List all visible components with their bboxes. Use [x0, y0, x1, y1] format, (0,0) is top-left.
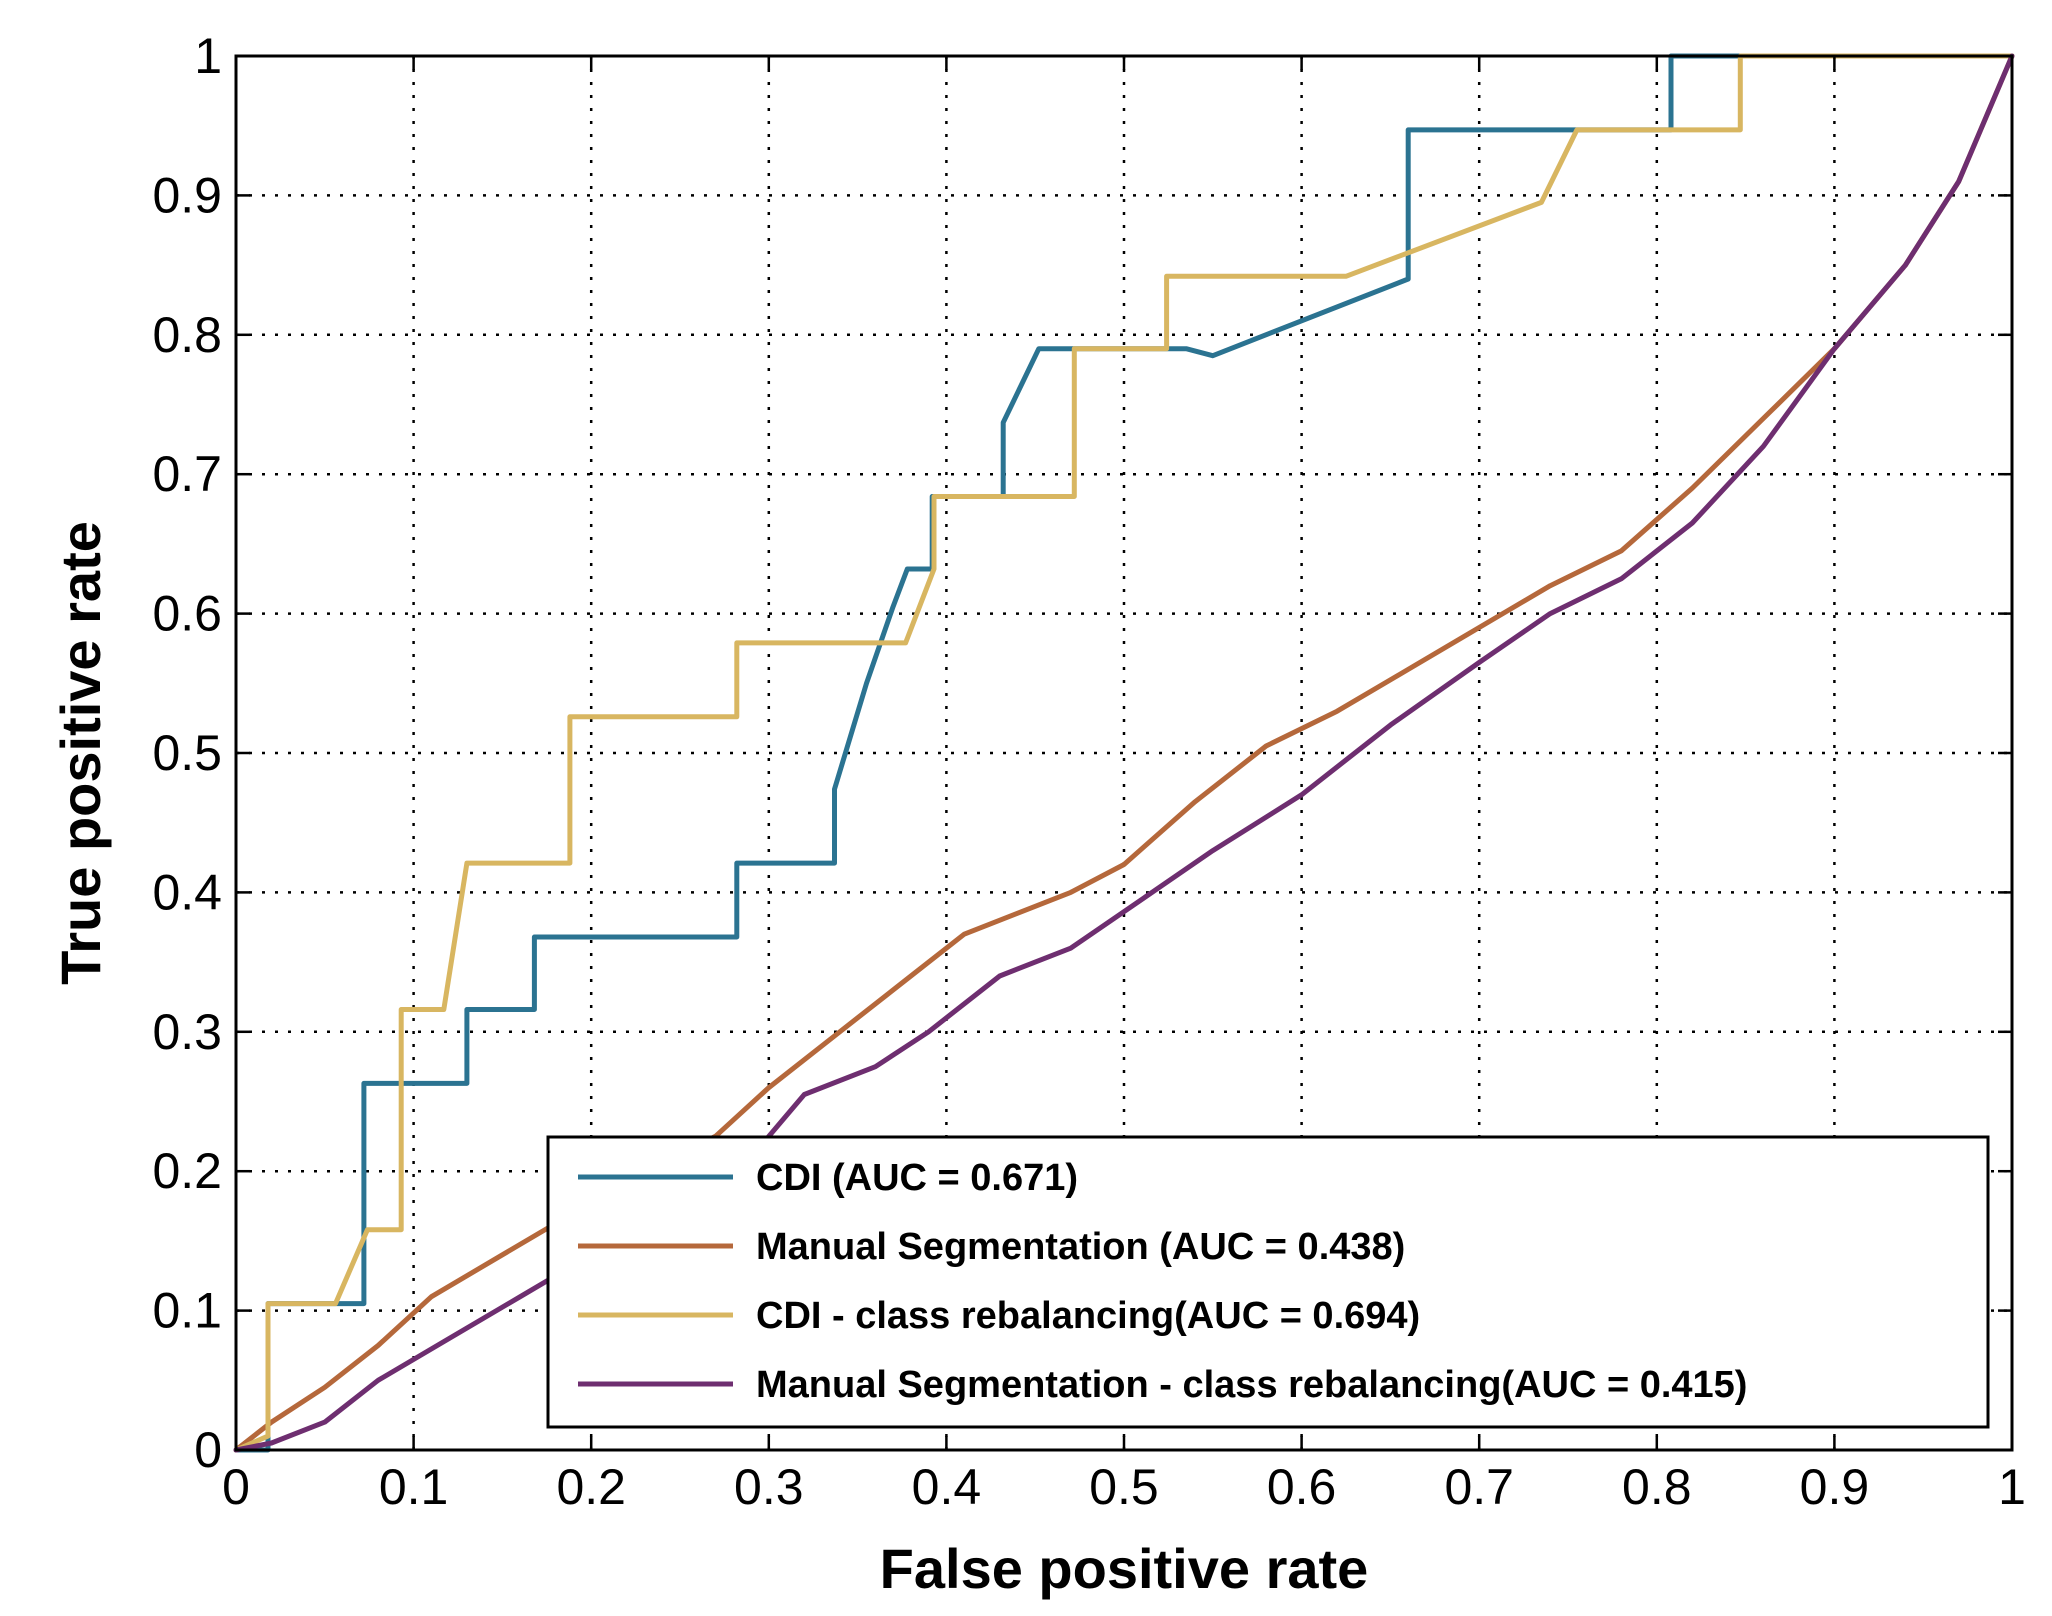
- x-tick-label: 0.1: [379, 1459, 449, 1515]
- x-tick-label: 0.4: [912, 1459, 982, 1515]
- y-tick-label: 0.9: [152, 167, 222, 223]
- x-axis-label: False positive rate: [880, 1537, 1369, 1600]
- y-tick-label: 0.7: [152, 446, 222, 502]
- x-tick-label: 0: [222, 1459, 250, 1515]
- series-lines: [233, 53, 2015, 1453]
- x-tick-label: 0.5: [1089, 1459, 1159, 1515]
- y-axis-label: True positive rate: [49, 521, 112, 985]
- legend-label-1: CDI (AUC = 0.671): [756, 1157, 1078, 1199]
- y-tick-label: 0.5: [152, 725, 222, 781]
- y-tick-label: 0.2: [152, 1143, 222, 1199]
- y-tick-label: 0.3: [152, 1004, 222, 1060]
- legend-items: CDI (AUC = 0.671) Manual Segmentation (AU…: [578, 1157, 1747, 1406]
- x-tick-label: 0.2: [556, 1459, 626, 1515]
- series-line-3: [233, 53, 2015, 1453]
- legend-label-4: Manual Segmentation - class rebalancing(…: [756, 1364, 1747, 1406]
- x-tick-label: 0.6: [1267, 1459, 1337, 1515]
- x-tick-label: 0.7: [1444, 1459, 1514, 1515]
- y-tick-label: 0: [194, 1422, 222, 1478]
- legend: CDI (AUC = 0.671) Manual Segmentation (AU…: [546, 1135, 1990, 1429]
- series-line-2: [233, 53, 2015, 1453]
- x-tick-label: 1: [1998, 1459, 2026, 1515]
- legend-label-2: Manual Segmentation (AUC = 0.438): [756, 1226, 1405, 1268]
- legend-box: [546, 1135, 1990, 1429]
- y-tick-label: 1: [194, 28, 222, 84]
- y-tick-label: 0.4: [152, 864, 222, 920]
- x-tick-label: 0.9: [1800, 1459, 1870, 1515]
- series-line-4: [233, 53, 2015, 1453]
- x-tick-label: 0.8: [1622, 1459, 1692, 1515]
- legend-label-3: CDI - class rebalancing(AUC = 0.694): [756, 1295, 1420, 1337]
- y-tick-label: 0.6: [152, 586, 222, 642]
- y-tick-label: 0.1: [152, 1283, 222, 1339]
- x-tick-label: 0.3: [734, 1459, 804, 1515]
- axis-ticks: 0 0.1 0.2 0.3 0.4 0.5 0.6 0.7 0.8 0.9 1 0 0.1 0.2 0.3 0…: [152, 28, 2025, 1515]
- y-tick-label: 0.8: [152, 307, 222, 363]
